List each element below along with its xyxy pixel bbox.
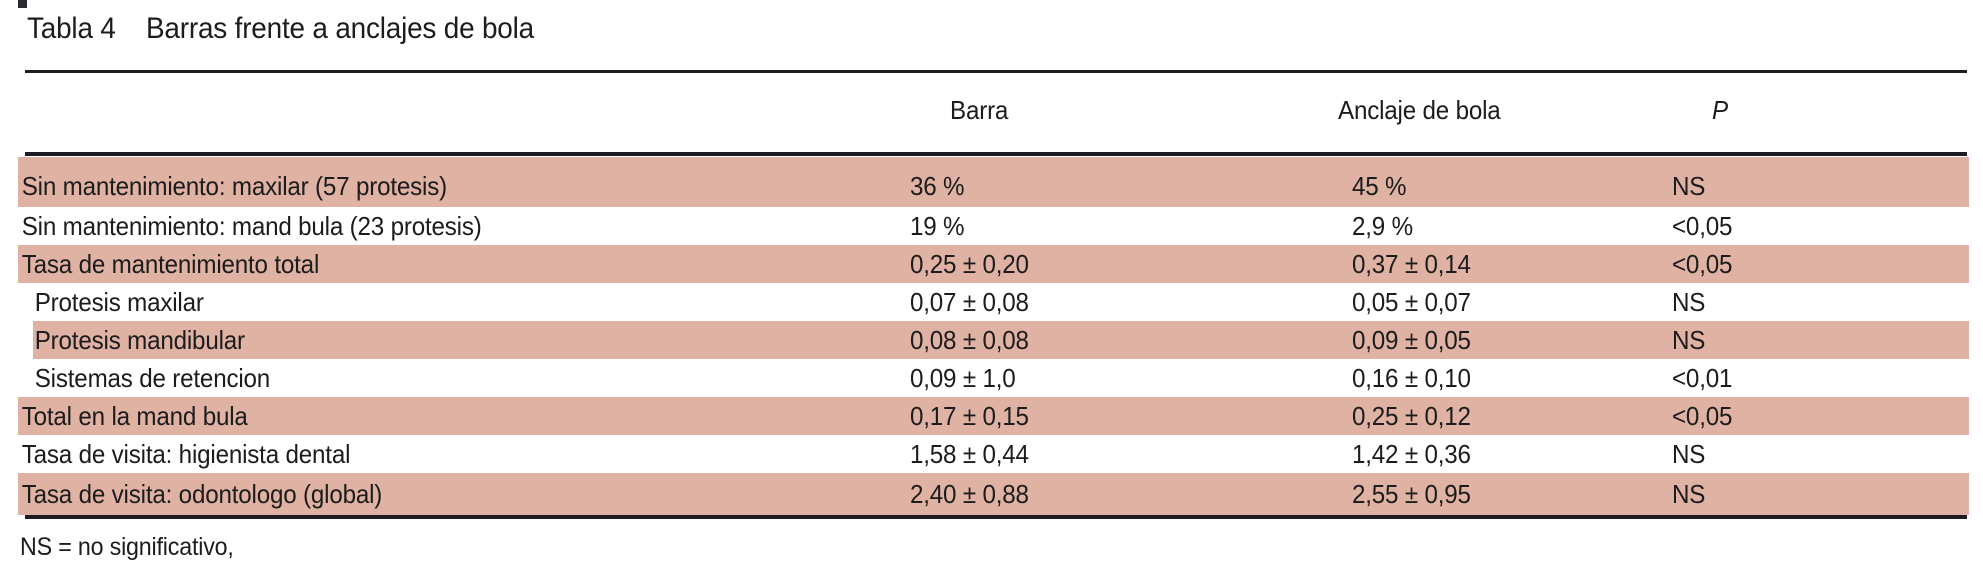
bottom-rule [25, 515, 1967, 519]
cell-barra: 2,40 ± 0,88 [910, 478, 1029, 509]
table-caption: Barras frente a anclajes de bola [146, 12, 535, 45]
row-label: Tasa de visita: odontologo (global) [21, 478, 383, 509]
cell-p: <0,05 [1672, 210, 1733, 241]
table-row: Sistemas de retencion 0,09 ± 1,0 0,16 ± … [18, 359, 1969, 397]
row-label: Sistemas de retencion [34, 362, 271, 393]
table-footnote: NS = no significativo, [20, 533, 234, 561]
column-header-p: P [1712, 95, 1728, 125]
table-row: Tasa de visita: odontologo (global) 2,40… [18, 473, 1969, 515]
cell-anclaje: 0,25 ± 0,12 [1352, 400, 1471, 431]
cell-p: <0,01 [1672, 362, 1733, 393]
table-row: Protesis mandibular 0,08 ± 0,08 0,09 ± 0… [18, 321, 1969, 359]
cell-anclaje: 0,05 ± 0,07 [1352, 286, 1471, 317]
cell-anclaje: 1,42 ± 0,36 [1352, 438, 1471, 469]
cell-barra: 36 % [910, 171, 965, 201]
row-label: Tasa de visita: higienista dental [21, 438, 351, 469]
column-header-barra: Barra [950, 95, 1009, 125]
cell-barra: 0,25 ± 0,20 [910, 248, 1029, 279]
row-label: Sin mantenimiento: maxilar (57 protesis) [21, 171, 448, 201]
table-row: Tasa de mantenimiento total 0,25 ± 0,20 … [18, 245, 1969, 283]
table-number: Tabla 4 [27, 12, 116, 45]
cell-p: NS [1672, 324, 1706, 355]
cell-anclaje: 45 % [1352, 171, 1407, 201]
cell-barra: 0,17 ± 0,15 [910, 400, 1029, 431]
table-row: Protesis maxilar 0,07 ± 0,08 0,05 ± 0,07… [18, 283, 1969, 321]
table-body: Sin mantenimiento: maxilar (57 protesis)… [18, 157, 1969, 515]
row-label: Total en la mand bula [21, 400, 248, 431]
table-title: Tabla 4 Barras frente a anclajes de bola [27, 12, 564, 46]
cell-p: <0,05 [1672, 248, 1733, 279]
cell-anclaje: 2,55 ± 0,95 [1352, 478, 1471, 509]
row-label: Sin mantenimiento: mand bula (23 protesi… [21, 210, 482, 241]
cell-anclaje: 2,9 % [1352, 210, 1413, 241]
cell-p: NS [1672, 478, 1706, 509]
header-rule [25, 152, 1967, 156]
cell-barra: 19 % [910, 210, 965, 241]
scan-artifact [18, 0, 27, 8]
cell-barra: 0,07 ± 0,08 [910, 286, 1029, 317]
column-header-anclaje: Anclaje de bola [1338, 95, 1501, 125]
row-label: Tasa de mantenimiento total [21, 248, 320, 279]
cell-p: NS [1672, 438, 1706, 469]
cell-barra: 0,09 ± 1,0 [910, 362, 1016, 393]
table-row: Sin mantenimiento: maxilar (57 protesis)… [18, 157, 1969, 207]
row-label: Protesis maxilar [34, 286, 204, 317]
cell-p: NS [1672, 171, 1706, 201]
table-row: Tasa de visita: higienista dental 1,58 ±… [18, 435, 1969, 473]
cell-anclaje: 0,37 ± 0,14 [1352, 248, 1471, 279]
row-indent-gap [18, 321, 33, 359]
cell-p: <0,05 [1672, 400, 1733, 431]
top-rule [25, 70, 1967, 73]
row-label: Protesis mandibular [34, 324, 245, 355]
cell-anclaje: 0,16 ± 0,10 [1352, 362, 1471, 393]
cell-anclaje: 0,09 ± 0,05 [1352, 324, 1471, 355]
cell-barra: 0,08 ± 0,08 [910, 324, 1029, 355]
cell-p: NS [1672, 286, 1706, 317]
table-row: Sin mantenimiento: mand bula (23 protesi… [18, 207, 1969, 245]
table-row: Total en la mand bula 0,17 ± 0,15 0,25 ±… [18, 397, 1969, 435]
cell-barra: 1,58 ± 0,44 [910, 438, 1029, 469]
